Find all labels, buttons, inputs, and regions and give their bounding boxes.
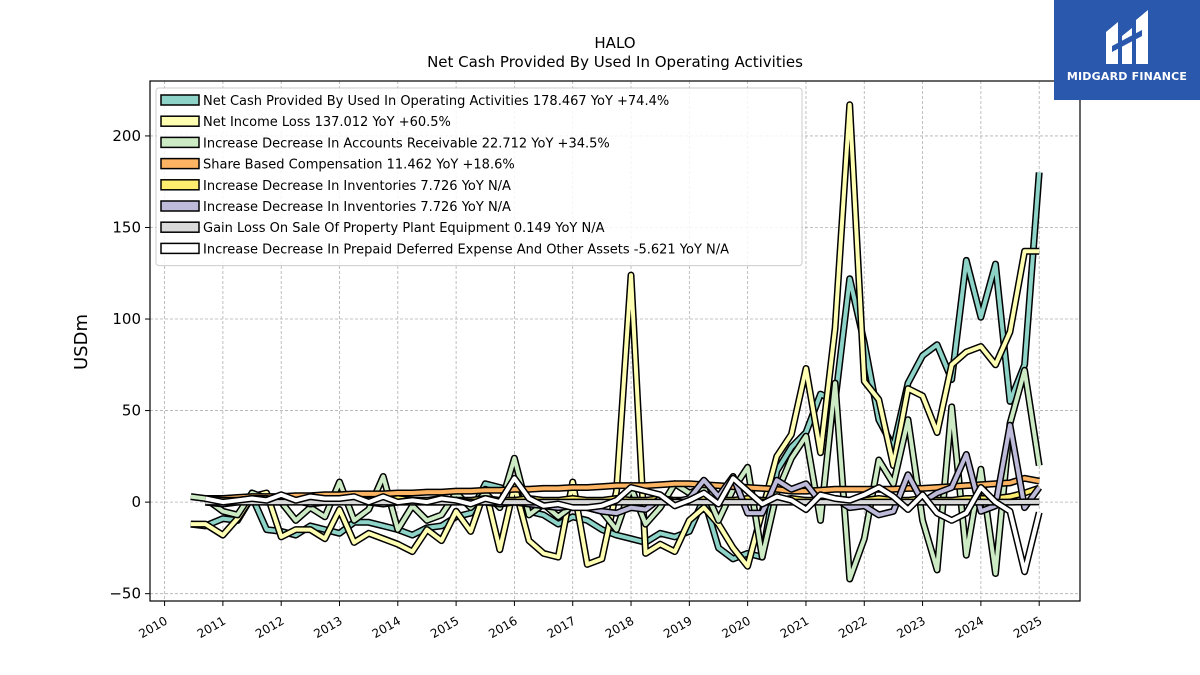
x-tick-label: 2023 bbox=[894, 614, 927, 641]
legend-swatch bbox=[160, 200, 200, 212]
x-tick-label: 2013 bbox=[311, 614, 344, 641]
series-lines bbox=[190, 101, 1043, 583]
legend-swatch bbox=[160, 115, 200, 127]
legend-swatch bbox=[160, 242, 200, 255]
legend-label: Net Cash Provided By Used In Operating A… bbox=[203, 94, 669, 109]
x-tick-label: 2019 bbox=[661, 614, 694, 641]
x-tick-label: 2020 bbox=[719, 614, 752, 641]
x-tick-label: 2016 bbox=[486, 614, 519, 641]
legend-swatch bbox=[160, 136, 200, 149]
x-tick-label: 2018 bbox=[603, 614, 636, 641]
x-tick-label: 2024 bbox=[953, 614, 986, 641]
x-tick-label: 2022 bbox=[836, 614, 869, 641]
legend-box bbox=[155, 87, 803, 267]
x-tick-label: 2010 bbox=[136, 614, 169, 641]
y-tick-label: 50 bbox=[122, 402, 141, 420]
midgard-finance-logo: MIDGARD FINANCE bbox=[1054, 0, 1200, 100]
x-tick-label: 2021 bbox=[778, 614, 811, 641]
y-tick-label: 0 bbox=[131, 493, 141, 511]
legend-swatch bbox=[160, 221, 200, 233]
y-tick-label: 200 bbox=[112, 127, 141, 145]
series-line-1 bbox=[190, 102, 1040, 569]
legend-label: Share Based Compensation 11.462 YoY +18.… bbox=[203, 158, 515, 173]
y-tick-label: 100 bbox=[112, 310, 141, 328]
series-line-7 bbox=[204, 476, 1042, 574]
legend-label: Increase Decrease In Inventories 7.726 Y… bbox=[203, 179, 511, 194]
chart-ticker: HALO bbox=[594, 34, 635, 52]
logo-mark-icon bbox=[1106, 10, 1148, 64]
legend-swatch bbox=[160, 179, 200, 191]
legend-swatch bbox=[160, 94, 200, 106]
x-tick-label: 2011 bbox=[195, 614, 228, 641]
legend-label: Increase Decrease In Prepaid Deferred Ex… bbox=[203, 242, 729, 257]
y-tick-label: −50 bbox=[109, 585, 141, 603]
legend-label: Increase Decrease In Accounts Receivable… bbox=[203, 136, 610, 151]
x-tick-label: 2014 bbox=[370, 614, 403, 641]
logo-text: MIDGARD FINANCE bbox=[1066, 70, 1188, 83]
x-tick-label: 2025 bbox=[1011, 614, 1044, 641]
x-tick-label: 2017 bbox=[545, 614, 578, 641]
legend-label: Increase Decrease In Inventories 7.726 Y… bbox=[203, 200, 511, 215]
legend-swatch bbox=[160, 157, 200, 170]
y-axis-label: USDm bbox=[71, 314, 92, 370]
chart-title: Net Cash Provided By Used In Operating A… bbox=[427, 53, 803, 71]
y-tick-label: 150 bbox=[112, 218, 141, 236]
plot-frame bbox=[149, 80, 1081, 602]
legend-label: Net Income Loss 137.012 YoY +60.5% bbox=[203, 115, 451, 130]
legend: Net Cash Provided By Used In Operating A… bbox=[155, 87, 803, 267]
x-tick-label: 2012 bbox=[253, 614, 286, 641]
legend-label: Gain Loss On Sale Of Property Plant Equi… bbox=[203, 221, 605, 236]
x-tick-label: 2015 bbox=[428, 614, 461, 641]
